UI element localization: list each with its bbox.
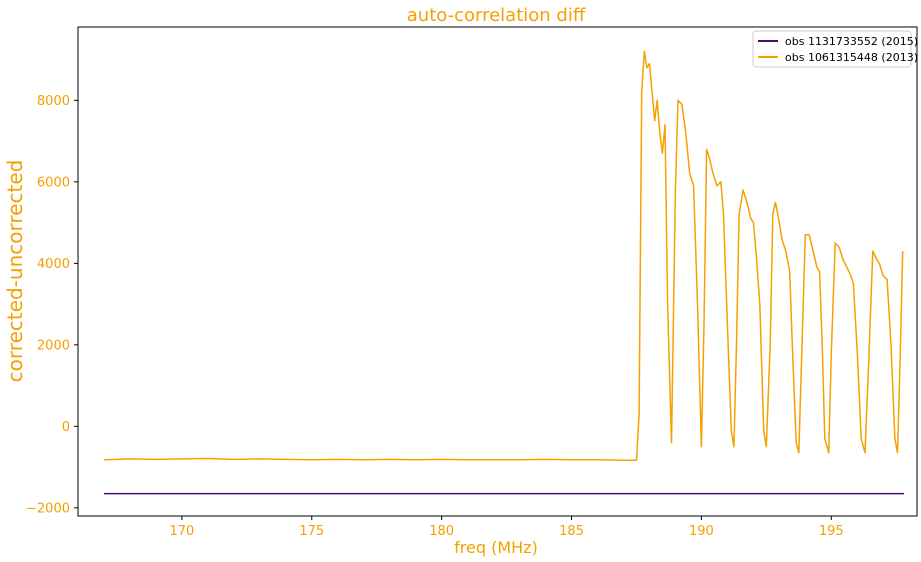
- y-tick-label: −2000: [26, 501, 70, 516]
- y-axis-label: corrected-uncorrected: [3, 160, 27, 383]
- legend-box: [752, 30, 912, 68]
- plot-frame: [77, 26, 918, 517]
- x-tick-label: 185: [559, 524, 584, 539]
- y-axis-ticks: −2000 0 2000 4000 6000 8000: [26, 94, 78, 516]
- x-tick-label: 170: [169, 524, 194, 539]
- x-axis-ticks: 170 175 180 185 190 195: [169, 516, 844, 539]
- series-line-2: [103, 50, 904, 461]
- x-axis-label: freq (MHz): [454, 538, 538, 557]
- x-tick-label: 195: [819, 524, 844, 539]
- y-tick-label: 2000: [37, 338, 70, 353]
- legend-label: obs 1061315448 (2013): [785, 51, 918, 64]
- x-tick-label: 175: [299, 524, 324, 539]
- y-tick-label: 6000: [37, 175, 70, 190]
- y-tick-label: 4000: [37, 257, 70, 272]
- x-tick-label: 190: [689, 524, 714, 539]
- y-tick-label: 8000: [37, 94, 70, 109]
- chart-title: auto-correlation diff: [407, 5, 586, 26]
- legend: obs 1131733552 (2015) obs 1061315448 (201…: [752, 30, 918, 68]
- y-tick-label: 0: [62, 420, 70, 435]
- x-tick-label: 180: [429, 524, 454, 539]
- legend-label: obs 1131733552 (2015): [785, 35, 918, 48]
- plot-area: [103, 50, 904, 495]
